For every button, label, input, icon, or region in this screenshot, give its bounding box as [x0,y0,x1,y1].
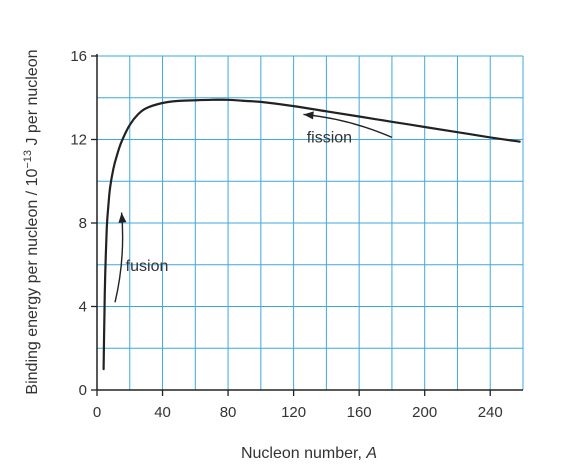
axes [91,54,523,396]
x-tick-label: 120 [281,404,306,421]
x-tick-label: 200 [412,404,437,421]
y-tick-label: 8 [79,215,87,232]
x-tick-label: 240 [478,404,503,421]
y-axis-title: Binding energy per nucleon / 10−13 J per… [22,49,41,394]
y-tick-label: 4 [79,299,87,316]
x-tick-label: 160 [347,404,372,421]
x-tick-label: 0 [93,404,101,421]
fission-arrow-head [303,111,314,120]
binding-energy-curve [102,98,521,371]
series [102,98,521,371]
x-tick-labels: 0 40 80 120 160 200 240 [93,404,503,421]
fusion-arrow-shaft [114,212,124,303]
fusion-label: fusion [126,258,169,275]
fission-label: fission [307,130,352,147]
annotations: fusion fission [114,111,393,303]
grid [96,55,524,391]
y-tick-label: 0 [79,382,87,399]
y-tick-label: 12 [70,132,87,149]
y-tick-labels: 0 4 8 12 16 [70,48,87,399]
x-axis-title: Nucleon number, A [241,445,377,462]
fusion-arrow-head [118,212,127,223]
x-tick-label: 80 [220,404,237,421]
y-tick-label: 16 [70,48,87,65]
x-tick-label: 40 [154,404,171,421]
